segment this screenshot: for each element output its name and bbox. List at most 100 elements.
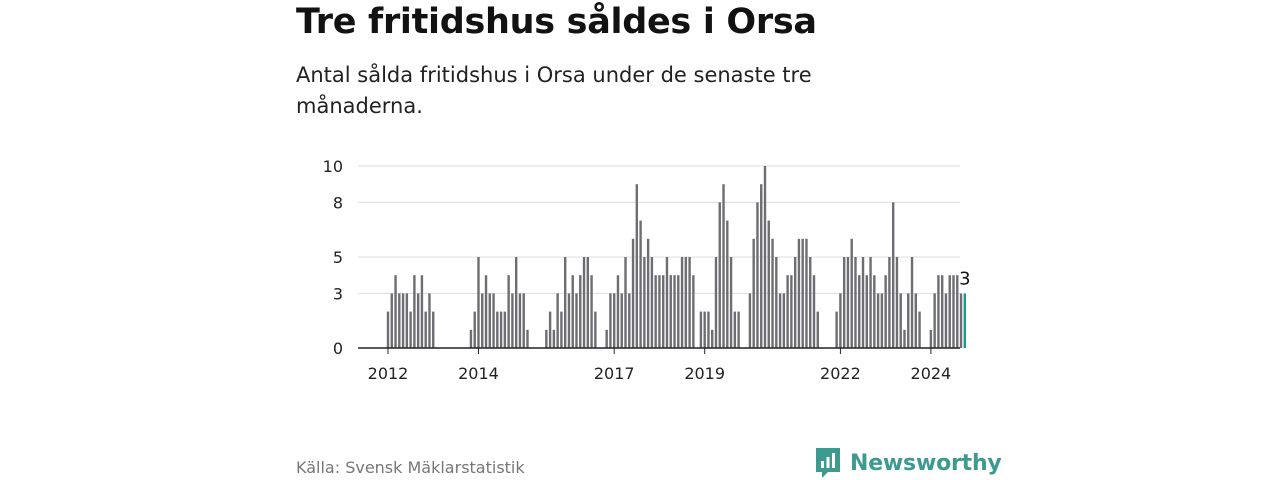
x-tick-label: 2022	[820, 364, 861, 383]
bar	[959, 293, 963, 348]
bar	[677, 275, 680, 348]
bar	[481, 293, 484, 348]
y-axis-ticks: 0 3 5 8 10	[323, 157, 343, 358]
bar	[937, 275, 940, 348]
bar	[703, 311, 706, 348]
bar	[767, 220, 770, 348]
last-value-label: 3	[959, 268, 970, 289]
bar	[563, 257, 567, 348]
newsworthy-logo-icon	[816, 448, 840, 478]
bar	[398, 293, 401, 348]
bar	[662, 275, 665, 348]
bar	[586, 257, 590, 348]
bar	[948, 275, 951, 348]
x-tick-label: 2019	[684, 364, 725, 383]
bar	[816, 311, 819, 348]
bar	[499, 311, 503, 348]
bar	[684, 257, 688, 348]
bar	[846, 257, 850, 348]
bar	[582, 257, 586, 348]
bar	[390, 293, 393, 348]
chart-subtitle: Antal sålda fritidshus i Orsa under de s…	[296, 63, 812, 118]
bar	[669, 275, 672, 348]
bar	[665, 257, 669, 348]
bar	[692, 275, 695, 348]
bar	[416, 293, 420, 348]
bar	[733, 311, 737, 348]
bar	[963, 293, 967, 348]
bar	[888, 257, 891, 348]
bar	[763, 166, 767, 348]
bar	[503, 311, 507, 348]
bar	[876, 293, 880, 348]
bar-chart: 0 3 5 8 10 2012 2014 2017 2019 2022 2024 3	[323, 157, 971, 383]
bar	[386, 311, 390, 348]
bar	[835, 311, 838, 348]
bar	[654, 275, 657, 348]
newsworthy-logo[interactable]: Newsworthy	[814, 446, 1002, 480]
bar	[484, 275, 488, 348]
bar	[748, 293, 752, 348]
bar	[507, 275, 510, 348]
bar	[854, 257, 857, 348]
source-note: Källa: Svensk Mäklarstatistik	[296, 458, 525, 477]
y-tick-label: 8	[333, 193, 343, 212]
bar	[899, 293, 902, 348]
bar	[865, 275, 868, 348]
bar	[560, 311, 563, 348]
bar	[873, 275, 876, 348]
bar	[605, 329, 608, 348]
bar	[869, 257, 872, 348]
bar	[707, 311, 710, 348]
bar	[688, 257, 691, 348]
bar	[771, 238, 774, 348]
chart-title: Tre fritidshus såldes i Orsa	[296, 2, 817, 42]
bar	[850, 238, 853, 348]
x-axis-ticks: 2012 2014 2017 2019 2022 2024	[368, 348, 951, 383]
brand-name: Newsworthy	[850, 450, 1002, 476]
bar	[405, 293, 409, 348]
bar	[858, 275, 861, 348]
bar	[616, 275, 620, 348]
bar	[782, 293, 786, 348]
bar	[556, 293, 559, 348]
bar	[579, 275, 582, 348]
bar-series	[386, 166, 967, 348]
bar	[650, 257, 654, 348]
bar	[575, 293, 578, 348]
bar	[492, 293, 495, 348]
bar	[793, 257, 797, 348]
bar	[409, 311, 412, 348]
bar	[726, 220, 729, 348]
bar	[552, 329, 556, 348]
bar	[933, 293, 936, 348]
bar	[394, 275, 397, 348]
bar	[842, 257, 846, 348]
bar	[861, 257, 865, 348]
bar	[590, 275, 593, 348]
x-tick-label: 2012	[368, 364, 409, 383]
y-tick-label: 0	[333, 339, 343, 358]
bar	[722, 184, 725, 348]
bar	[884, 275, 887, 348]
bar	[729, 257, 733, 348]
bar	[673, 275, 676, 348]
bar	[801, 238, 804, 348]
bar	[469, 329, 473, 348]
y-tick-label: 5	[333, 248, 343, 267]
bar	[737, 311, 740, 348]
bar	[718, 202, 721, 348]
bar	[714, 257, 718, 348]
bar	[752, 238, 755, 348]
bar	[805, 238, 808, 348]
bar	[609, 293, 612, 348]
bar	[643, 257, 646, 348]
bar	[488, 293, 491, 348]
bar	[797, 238, 801, 348]
y-tick-label: 3	[333, 284, 343, 303]
bar	[918, 311, 921, 348]
bar	[432, 311, 435, 348]
bar	[910, 257, 914, 348]
bar	[891, 202, 895, 348]
bar	[518, 293, 522, 348]
